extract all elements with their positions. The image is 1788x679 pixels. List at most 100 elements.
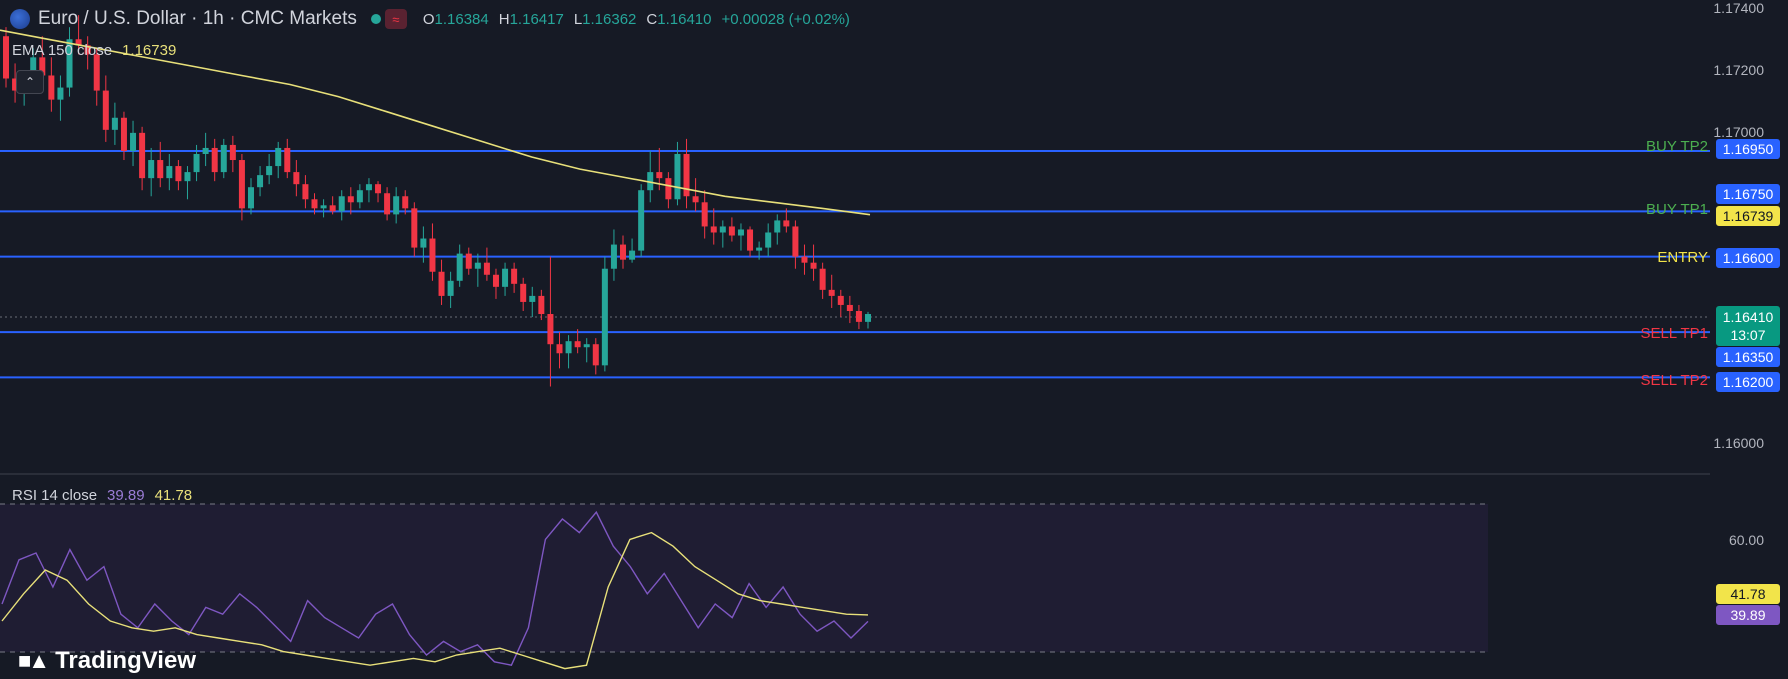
candle-body (120, 117, 127, 151)
candle-body (583, 344, 590, 348)
open-key: O (422, 10, 435, 28)
rsi-value: 39.89 (107, 487, 145, 504)
candle-body (647, 172, 654, 191)
candle-body (411, 208, 418, 248)
candle-body (683, 153, 690, 197)
chart-header: Euro / U.S. Dollar · 1h · CMC Markets ≈ … (10, 6, 850, 32)
market-status[interactable]: ≈ (370, 9, 407, 29)
candle-body (402, 196, 409, 209)
rsi-legend[interactable]: RSI 14 close 39.89 41.78 (12, 487, 192, 504)
sell-tp2-price-tag[interactable]: 1.16200 (1716, 372, 1780, 392)
candle-body (846, 304, 853, 311)
last-price-tag[interactable]: 1.16410 13:07 (1716, 306, 1780, 346)
candle-body (456, 253, 463, 281)
ema-label: EMA 150 close (12, 42, 113, 59)
candle-body (184, 172, 191, 182)
candle-body (492, 274, 499, 287)
candle-body (157, 160, 164, 179)
entry-label[interactable]: ENTRY (1657, 249, 1708, 266)
sell-tp2-label[interactable]: SELL TP2 (1640, 372, 1708, 389)
candle-body (393, 196, 400, 215)
candle-body (57, 87, 64, 100)
candle-body (792, 226, 799, 257)
candle-body (665, 178, 672, 200)
buy-tp1-label[interactable]: BUY TP1 (1646, 201, 1708, 218)
candle-body (610, 244, 617, 269)
candle-body (511, 268, 518, 284)
price-axis-label: 1.17200 (1713, 62, 1764, 78)
candle-body (692, 196, 699, 203)
close-key: C (646, 10, 658, 28)
candle-body (765, 232, 772, 248)
rsi-line (1, 510, 869, 666)
candle-body (238, 160, 245, 209)
buy-tp2-label[interactable]: BUY TP2 (1646, 138, 1708, 155)
tradingview-logo-text: TradingView (55, 647, 196, 674)
candle-body (211, 147, 218, 173)
sell-tp1-label[interactable]: SELL TP1 (1640, 325, 1708, 342)
euro-flag-icon[interactable] (10, 9, 30, 29)
candle-body (257, 175, 264, 188)
buy-tp1-price-tag[interactable]: 1.16750 (1716, 184, 1780, 204)
candle-body (202, 147, 209, 154)
candle-body (638, 190, 645, 251)
rsi-ma-tag[interactable]: 41.78 (1716, 584, 1780, 604)
candle-body (774, 220, 781, 233)
candle-body (166, 166, 173, 179)
candle-body (656, 172, 663, 179)
ohlc-values: O1.16384 H1.16417 L1.16362 C1.16410 +0.0… (423, 11, 850, 28)
bar-countdown: 13:07 (1730, 327, 1766, 343)
candle-body (284, 147, 291, 173)
candle-body (148, 160, 155, 179)
entry-price-tag[interactable]: 1.16600 (1716, 248, 1780, 268)
candle-body (356, 190, 363, 203)
candle-body (429, 238, 436, 272)
candle-body (529, 295, 536, 302)
high-value: 1.16417 (509, 10, 564, 28)
candle-body (620, 244, 627, 260)
collapse-legend-button[interactable]: ⌃ (16, 70, 44, 94)
last-price-value: 1.16410 (1722, 309, 1774, 325)
candle-body (701, 202, 708, 227)
candle-body (347, 196, 354, 203)
candle-body (30, 57, 37, 82)
candle-body (783, 220, 790, 227)
candle-body (220, 144, 227, 173)
candle-body (130, 132, 137, 151)
candle-body (865, 314, 871, 322)
buy-tp2-price-tag[interactable]: 1.16950 (1716, 139, 1780, 159)
rsi-axis-label: 60.00 (1728, 532, 1764, 548)
candle-body (674, 153, 681, 200)
candle-body (747, 229, 754, 251)
candle-body (420, 238, 427, 248)
candle-body (447, 280, 454, 296)
candle-body (483, 262, 490, 275)
candle-body (39, 57, 46, 76)
low-value: 1.16362 (582, 10, 637, 28)
candle-body (756, 247, 763, 251)
candle-body (175, 166, 182, 182)
ema-price-tag[interactable]: 1.16739 (1716, 206, 1780, 226)
ema-legend[interactable]: EMA 150 close 1.16739 (12, 42, 176, 59)
candle-body (592, 344, 599, 366)
candle-body (556, 344, 563, 354)
candle-body (247, 187, 254, 209)
sell-tp1-price-tag[interactable]: 1.16350 (1716, 347, 1780, 367)
candle-body (855, 310, 862, 322)
high-key: H (498, 10, 510, 28)
symbol-title[interactable]: Euro / U.S. Dollar · 1h · CMC Markets (38, 8, 357, 29)
candle-body (320, 205, 327, 209)
candle-body (93, 54, 100, 91)
candle-body (3, 36, 9, 79)
rsi-tag[interactable]: 39.89 (1716, 605, 1780, 625)
tradingview-logo[interactable]: ■▲ TradingView (18, 647, 196, 675)
rsi-label: RSI 14 close (12, 487, 98, 504)
data-delay-icon: ≈ (384, 9, 407, 29)
candle-body (828, 289, 835, 296)
candle-body (66, 39, 73, 88)
candle-body (293, 172, 300, 185)
candle-body (438, 271, 445, 296)
candle-body (84, 45, 91, 55)
candle-body (338, 196, 345, 212)
